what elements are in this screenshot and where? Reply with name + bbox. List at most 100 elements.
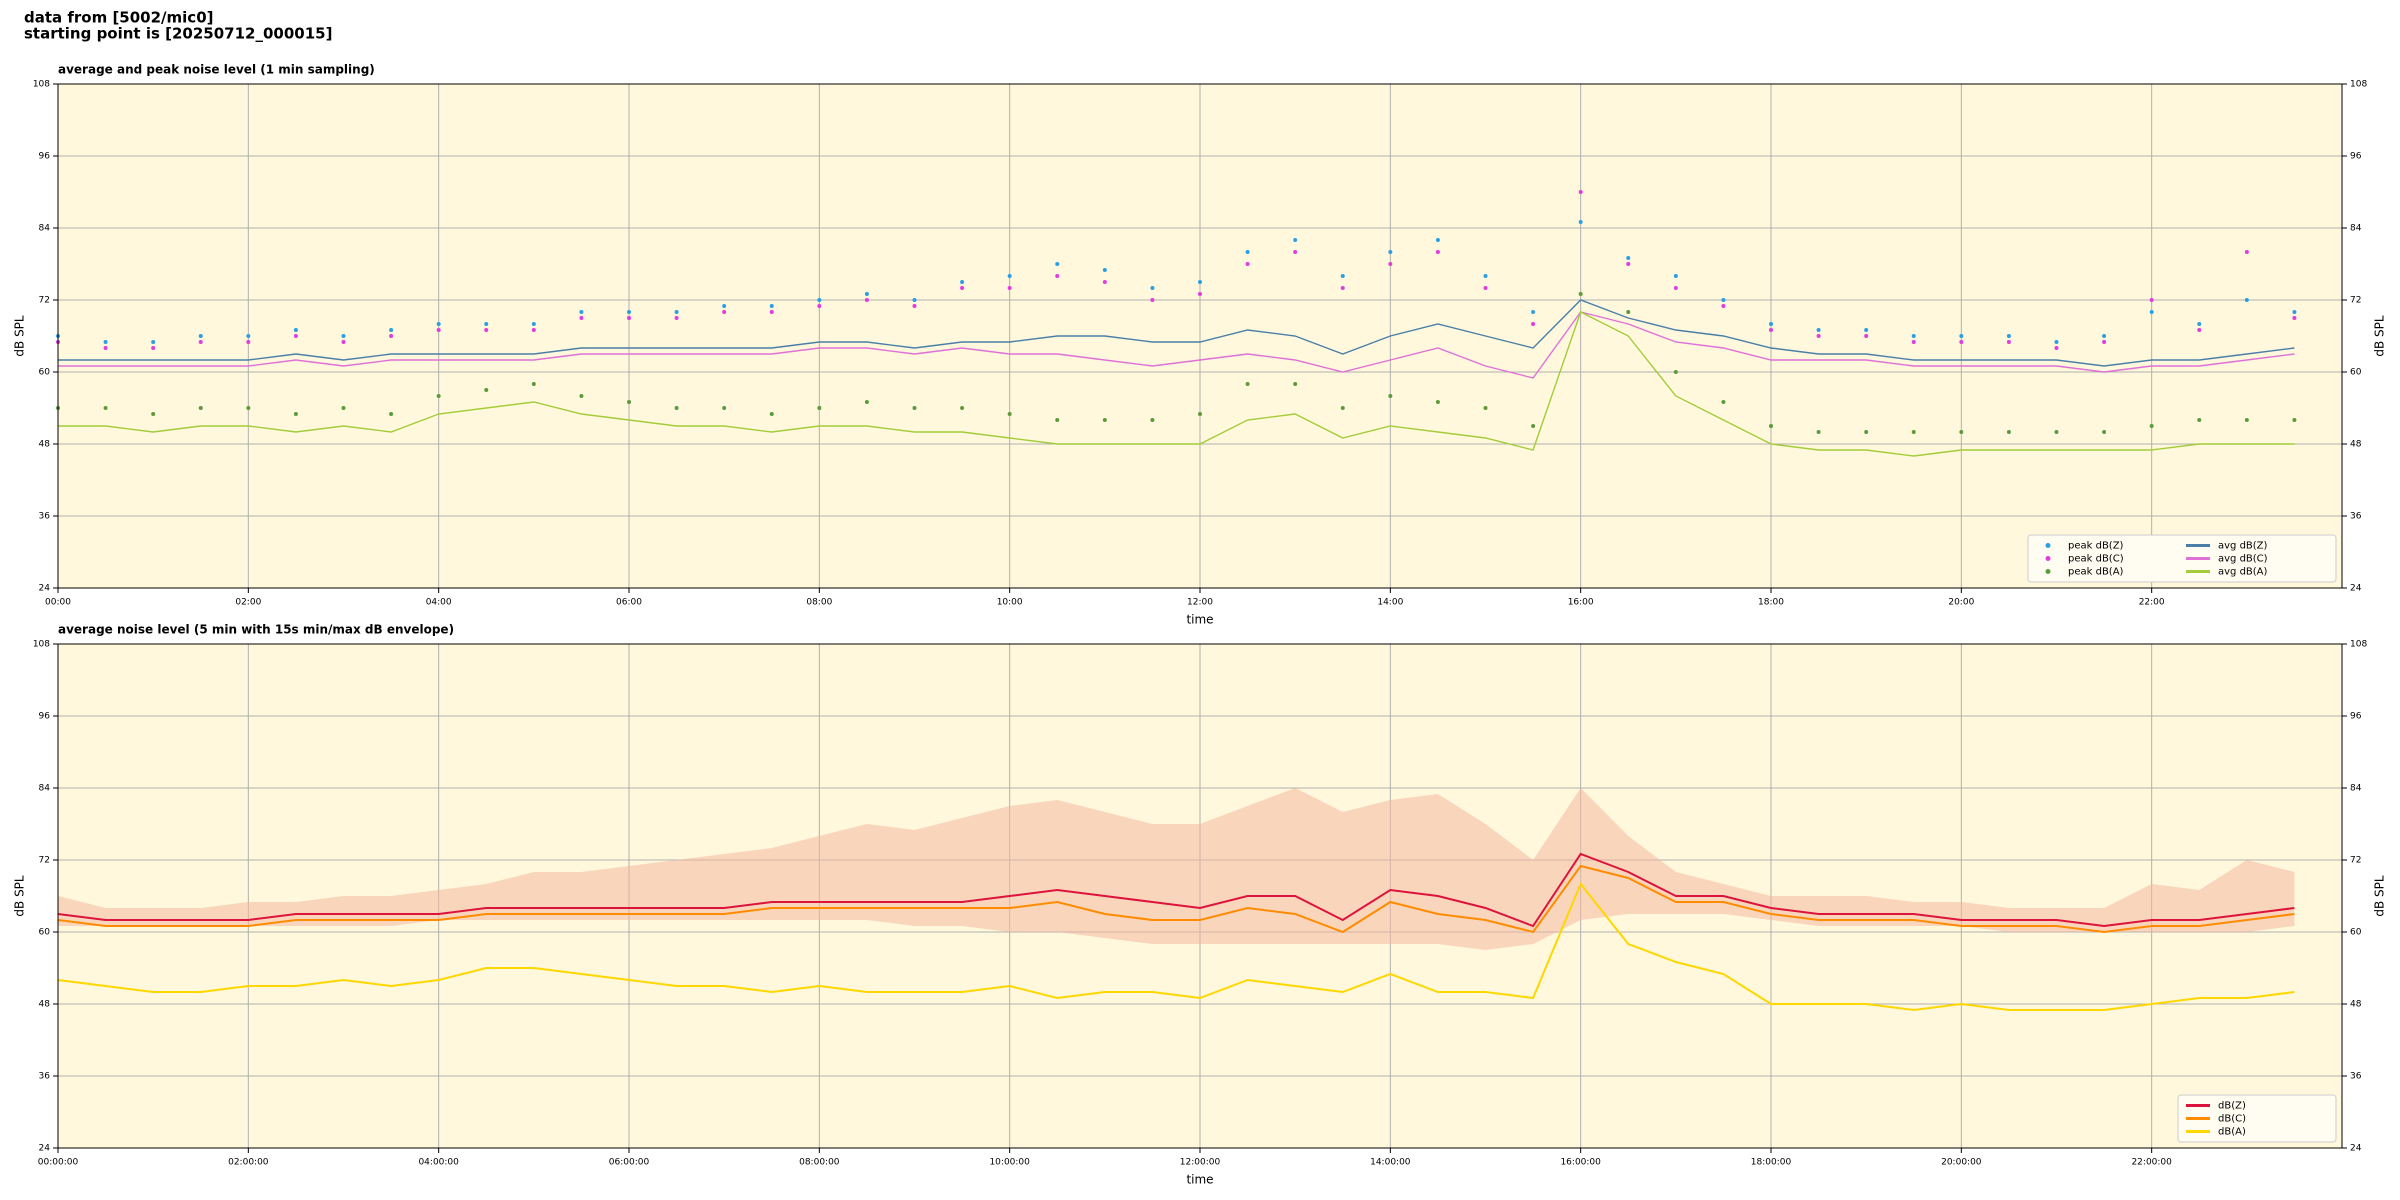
y-tick-label-right: 108 — [2350, 80, 2367, 90]
peak-point — [1721, 304, 1726, 308]
x-tick-label: 22:00 — [2139, 598, 2165, 608]
peak-point — [341, 334, 346, 338]
peak-point — [531, 322, 536, 326]
x-tick-label: 16:00:00 — [1560, 1158, 1601, 1168]
x-tick-label: 14:00:00 — [1370, 1158, 1411, 1168]
peak-point — [1911, 340, 1916, 344]
x-tick-label: 10:00:00 — [989, 1158, 1030, 1168]
peak-point — [1626, 256, 1631, 260]
peak-point — [1721, 298, 1726, 302]
peak-point — [579, 316, 584, 320]
peak-point — [2197, 322, 2202, 326]
peak-point — [436, 328, 441, 332]
peak-point — [1959, 430, 1964, 434]
peak-point — [1578, 292, 1583, 296]
peak-point — [1198, 292, 1202, 296]
series-line — [57, 864, 2295, 934]
peak-point — [1816, 430, 1821, 434]
peak-point — [579, 394, 584, 398]
legend-label: peak dB(Z) — [2068, 541, 2124, 552]
peak-point — [103, 340, 108, 344]
peak-point — [2244, 250, 2249, 254]
peak-point — [864, 400, 869, 404]
subplot-title: average and peak noise level (1 min samp… — [58, 63, 375, 77]
peak-point — [1816, 328, 1821, 332]
peak-point — [1769, 424, 1773, 428]
peak-point — [1340, 286, 1345, 290]
series-line — [58, 299, 2295, 367]
peak-point — [1531, 310, 1536, 314]
peak-point — [2054, 346, 2059, 350]
y-tick-label: 72 — [39, 296, 50, 306]
peak-point — [2197, 328, 2202, 332]
peak-point — [2102, 430, 2107, 434]
peak-point — [1102, 268, 1107, 272]
y-tick-label: 48 — [39, 440, 51, 450]
x-tick-label: 04:00:00 — [418, 1158, 459, 1168]
peak-point — [151, 412, 156, 416]
peak-point — [769, 310, 774, 314]
peak-point — [2244, 298, 2249, 302]
peak-point — [198, 406, 203, 410]
peak-point — [1864, 328, 1869, 332]
x-tick-label: 18:00:00 — [1751, 1158, 1792, 1168]
page-title: data from [5002/mic0] — [24, 9, 214, 27]
peak-point — [1388, 250, 1393, 254]
x-tick-label: 18:00 — [1758, 598, 1784, 608]
peak-point — [1531, 424, 1536, 428]
y-tick-label-right: 48 — [2350, 1000, 2362, 1010]
peak-point — [1816, 334, 1821, 338]
peak-point — [769, 304, 774, 308]
legend-label: dB(A) — [2218, 1127, 2246, 1138]
peak-point — [1911, 430, 1916, 434]
y-tick-label-right: 96 — [2350, 712, 2362, 722]
peak-point — [1007, 412, 1012, 416]
peak-point — [1150, 286, 1155, 290]
peak-point — [1435, 238, 1440, 242]
peak-point — [1388, 394, 1393, 398]
peak-point — [2244, 418, 2249, 422]
x-tick-label: 00:00:00 — [38, 1158, 79, 1168]
peak-point — [2292, 418, 2297, 422]
peak-point — [389, 328, 394, 332]
peak-point — [722, 310, 727, 314]
y-tick-label: 84 — [39, 224, 51, 234]
peak-point — [817, 304, 822, 308]
x-tick-label: 12:00:00 — [1180, 1158, 1221, 1168]
legend-swatch — [2045, 556, 2051, 561]
x-tick-label: 12:00 — [1187, 598, 1213, 608]
peak-point — [1198, 280, 1202, 284]
peak-point — [198, 340, 203, 344]
y-tick-label: 24 — [39, 584, 51, 594]
peak-point — [674, 310, 679, 314]
peak-point — [2149, 424, 2154, 428]
peak-point — [103, 406, 108, 410]
legend-label: dB(C) — [2218, 1114, 2246, 1125]
y-tick-label-right: 72 — [2350, 856, 2361, 866]
peak-point — [1483, 406, 1488, 410]
y-tick-label-right: 72 — [2350, 296, 2361, 306]
peak-point — [1007, 286, 1012, 290]
legend-label: peak dB(C) — [2068, 554, 2124, 565]
peak-point — [1102, 418, 1107, 422]
peak-point — [722, 304, 727, 308]
peak-point — [1293, 238, 1298, 242]
peak-point — [389, 334, 394, 338]
peak-point — [1150, 298, 1155, 302]
peak-point — [722, 406, 727, 410]
peak-point — [1245, 262, 1250, 266]
peak-point — [1055, 418, 1060, 422]
peak-point — [484, 322, 489, 326]
peak-point — [960, 280, 965, 284]
x-axis-label: time — [1186, 1173, 1213, 1187]
y-axis-label: dB SPL — [13, 315, 27, 357]
y-tick-label-right: 36 — [2350, 512, 2362, 522]
y-tick-label-right: 96 — [2350, 152, 2362, 162]
x-tick-label: 22:00:00 — [2131, 1158, 2172, 1168]
peak-point — [1769, 322, 1773, 326]
legend-label: dB(Z) — [2218, 1101, 2246, 1112]
y-tick-label: 36 — [39, 1072, 51, 1082]
peak-point — [484, 328, 489, 332]
legend-label: avg dB(Z) — [2218, 541, 2268, 552]
peak-point — [769, 412, 774, 416]
